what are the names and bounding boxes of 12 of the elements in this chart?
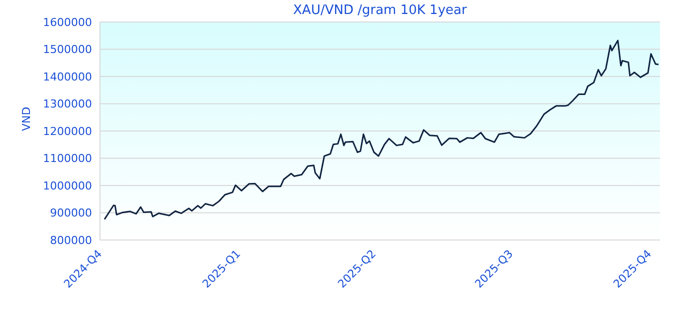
y-tick-label: 1300000	[43, 98, 92, 111]
y-tick-label: 1200000	[43, 124, 92, 138]
chart-title: XAU/VND /gram 10K 1year	[292, 3, 468, 18]
y-tick-label: 1600000	[43, 16, 92, 29]
y-tick-label: 900000	[50, 206, 92, 220]
y-tick-label: 1400000	[43, 70, 92, 84]
y-tick-label: 1000000	[43, 179, 92, 192]
y-tick-label: 1500000	[43, 43, 92, 56]
y-axis-title: VND	[20, 106, 33, 131]
y-tick-label: 1100000	[43, 152, 92, 166]
line-series	[104, 40, 660, 220]
y-tick-label: 800000	[50, 234, 92, 247]
